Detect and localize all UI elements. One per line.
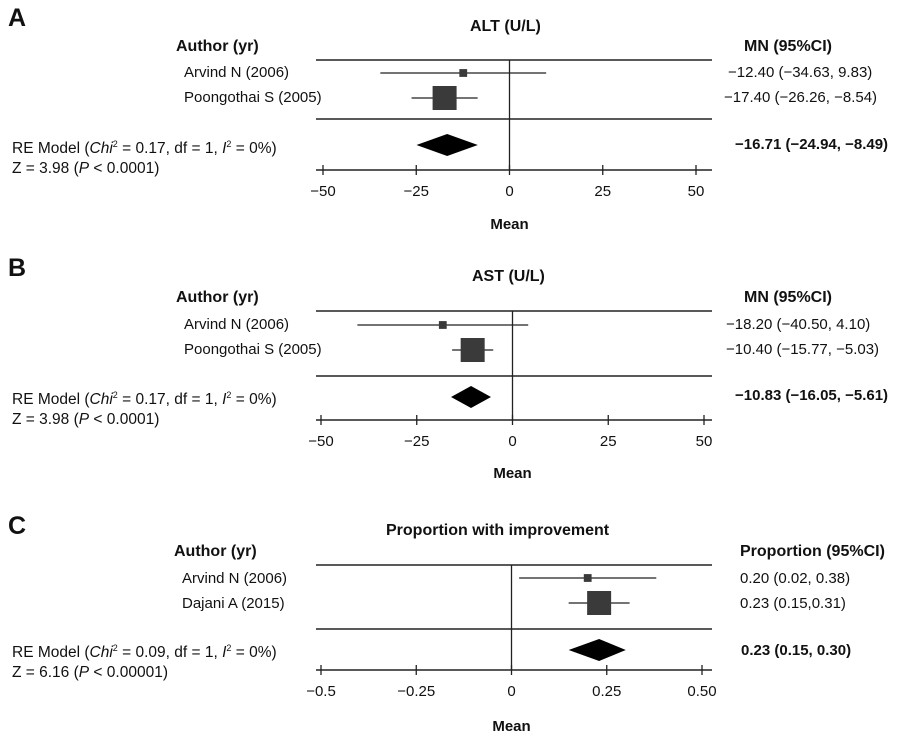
x-axis-label: Mean — [493, 465, 531, 482]
x-tick-label: 0.50 — [687, 683, 716, 700]
x-tick-label: 50 — [688, 183, 705, 200]
chi-sup: 2 — [112, 139, 118, 149]
i-sup: 2 — [226, 139, 232, 149]
forest-plot: −0.5 −0.25 0 0.25 0.50 Mean — [306, 564, 717, 735]
author-header: Author (yr) — [176, 38, 259, 55]
i-label: I — [222, 644, 227, 662]
z-prefix: Z = 3.98 ( — [12, 160, 79, 178]
study-point — [460, 338, 485, 362]
study-point — [583, 574, 592, 582]
summary-diamond — [451, 386, 492, 408]
study-ci: −18.20 (−40.50, 4.10) — [726, 316, 871, 333]
study-name: Arvind N (2006) — [184, 64, 290, 81]
x-tick-label: −25 — [404, 433, 429, 450]
x-tick-label: −25 — [404, 183, 429, 200]
study-ci: 0.23 (0.15,0.31) — [740, 595, 846, 612]
study-point — [459, 69, 468, 77]
model-mid: = 0.09, df = 1, — [117, 644, 223, 662]
summary-ci: −16.71 (−24.94, −8.49) — [735, 136, 889, 153]
model-mid: = 0.17, df = 1, — [117, 140, 223, 158]
chart-title: ALT (U/L) — [470, 18, 541, 35]
chi-label: Chi — [89, 140, 113, 158]
panel-a: A ALT (U/L) Author (yr) MN (95%CI) Arvin… — [0, 0, 903, 240]
x-tick-label: −50 — [308, 433, 333, 450]
panel-label: C — [8, 512, 27, 540]
author-header: Author (yr) — [176, 289, 259, 306]
summary-diamond — [416, 134, 478, 156]
effect-header: Proportion (95%CI) — [740, 543, 885, 560]
i-label: I — [222, 140, 227, 158]
panel-label: A — [8, 4, 27, 32]
study-name: Poongothai S (2005) — [184, 341, 322, 358]
x-tick-label: −0.25 — [397, 683, 435, 700]
model-suffix: = 0%) — [231, 391, 277, 409]
x-tick-label: 50 — [696, 433, 713, 450]
p-label: P — [78, 411, 90, 429]
forest-plot: −50 −25 0 25 50 Mean — [308, 310, 713, 482]
model-mid: = 0.17, df = 1, — [117, 391, 223, 409]
study-point — [587, 591, 612, 615]
model-suffix: = 0%) — [231, 140, 277, 158]
model-stats: RE Model (Chi2 = 0.17, df = 1, I2 = 0%) … — [12, 134, 277, 179]
study-name: Poongothai S (2005) — [184, 89, 322, 106]
i-sup: 2 — [226, 643, 232, 653]
z-prefix: Z = 3.98 ( — [12, 411, 79, 429]
chi-sup: 2 — [112, 390, 118, 400]
chart-title: AST (U/L) — [472, 268, 545, 285]
author-header: Author (yr) — [174, 543, 257, 560]
model-stats: RE Model (Chi2 = 0.17, df = 1, I2 = 0%) … — [12, 385, 277, 430]
x-axis-label: Mean — [492, 718, 530, 735]
z-suffix: < 0.0001) — [89, 160, 160, 178]
effect-header: MN (95%CI) — [744, 289, 833, 306]
model-suffix: = 0%) — [231, 644, 277, 662]
p-label: P — [78, 664, 90, 682]
model-prefix: RE Model ( — [12, 391, 90, 409]
panel-label: B — [8, 254, 27, 282]
chi-sup: 2 — [112, 643, 118, 653]
z-suffix: < 0.00001) — [89, 664, 168, 682]
study-ci: −10.40 (−15.77, −5.03) — [726, 341, 880, 358]
panel-b: B AST (U/L) Author (yr) MN (95%CI) Arvin… — [0, 250, 903, 490]
study-ci: −17.40 (−26.26, −8.54) — [724, 89, 878, 106]
study-point — [438, 321, 447, 329]
x-tick-label: 25 — [600, 433, 617, 450]
effect-header: MN (95%CI) — [744, 38, 833, 55]
x-tick-label: 0 — [508, 433, 516, 450]
x-tick-label: 0 — [505, 183, 513, 200]
study-point — [432, 86, 457, 110]
study-name: Arvind N (2006) — [182, 570, 288, 587]
chi-label: Chi — [89, 391, 113, 409]
panel-c: C Proportion with improvement Author (yr… — [0, 506, 903, 737]
model-prefix: RE Model ( — [12, 644, 90, 662]
study-ci: −12.40 (−34.63, 9.83) — [728, 64, 873, 81]
p-label: P — [78, 160, 90, 178]
x-tick-label: −0.5 — [306, 683, 336, 700]
chart-title: Proportion with improvement — [386, 522, 610, 539]
z-suffix: < 0.0001) — [89, 411, 160, 429]
x-tick-label: 25 — [594, 183, 611, 200]
x-tick-label: 0.25 — [592, 683, 621, 700]
chi-label: Chi — [89, 644, 113, 662]
x-tick-label: 0 — [507, 683, 515, 700]
study-ci: 0.20 (0.02, 0.38) — [740, 570, 851, 587]
summary-diamond — [568, 639, 626, 661]
i-sup: 2 — [226, 390, 232, 400]
study-name: Arvind N (2006) — [184, 316, 290, 333]
study-name: Dajani A (2015) — [182, 595, 285, 612]
x-tick-label: −50 — [310, 183, 335, 200]
z-prefix: Z = 6.16 ( — [12, 664, 79, 682]
summary-ci: −10.83 (−16.05, −5.61) — [735, 387, 889, 404]
i-label: I — [222, 391, 227, 409]
summary-ci: 0.23 (0.15, 0.30) — [741, 642, 852, 659]
forest-plot: −50 −25 0 25 50 Mean — [310, 59, 712, 233]
model-prefix: RE Model ( — [12, 140, 90, 158]
x-axis-label: Mean — [490, 216, 528, 233]
model-stats: RE Model (Chi2 = 0.09, df = 1, I2 = 0%) … — [12, 638, 277, 683]
